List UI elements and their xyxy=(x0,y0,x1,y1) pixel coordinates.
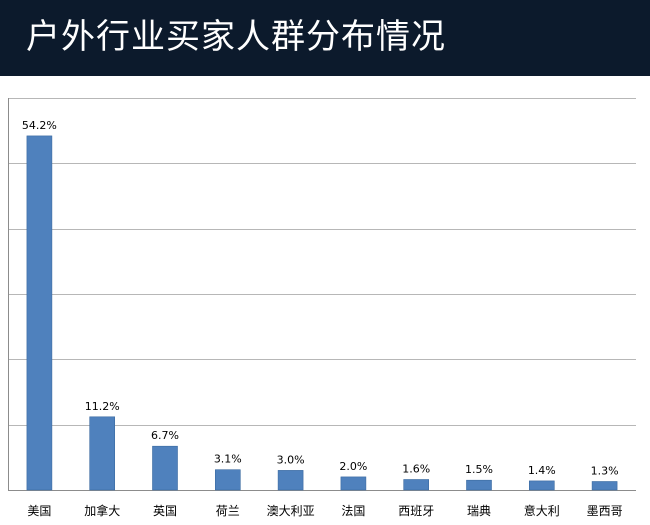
bar-chart: 54.2% 11.2% 6.7% 3.1% 3.0% 2.0% 1.6% 1.5% 1.4% 1.… xyxy=(8,98,636,518)
bars xyxy=(26,135,618,491)
bar xyxy=(591,481,618,491)
x-tick-label: 意大利 xyxy=(524,503,560,518)
bar xyxy=(89,416,115,491)
x-tick-label: 瑞典 xyxy=(467,504,491,518)
bar xyxy=(215,469,241,491)
bar xyxy=(152,445,178,491)
chart-area: 54.2% 11.2% 6.7% 3.1% 3.0% 2.0% 1.6% 1.5% 1.4% 1.… xyxy=(0,76,650,525)
data-label: 3.0% xyxy=(277,453,305,466)
data-label: 1.5% xyxy=(465,463,493,476)
x-tick-label: 英国 xyxy=(153,504,177,518)
bar xyxy=(528,480,555,491)
data-label: 1.4% xyxy=(528,464,556,477)
bar xyxy=(340,476,367,491)
header-banner: 户外行业买家人群分布情况 xyxy=(0,0,650,76)
data-labels: 54.2% 11.2% 6.7% 3.1% 3.0% 2.0% 1.6% 1.5% 1.4% 1.… xyxy=(22,119,619,478)
x-tick-label: 荷兰 xyxy=(216,504,240,518)
data-label: 1.3% xyxy=(591,465,619,478)
data-label: 2.0% xyxy=(339,460,367,473)
bar xyxy=(403,479,430,491)
bar xyxy=(466,479,492,491)
x-tick-label: 墨西哥 xyxy=(587,504,623,518)
x-axis-labels: 美国 加拿大 英国 荷兰 澳大利亚 法国 西班牙 瑞典 意大利 墨西哥 xyxy=(27,503,622,518)
page-title: 户外行业买家人群分布情况 xyxy=(26,17,446,57)
data-label: 1.6% xyxy=(402,463,430,476)
bar xyxy=(277,470,304,491)
x-tick-label: 加拿大 xyxy=(84,503,120,518)
data-label: 11.2% xyxy=(85,400,120,413)
x-tick-label: 美国 xyxy=(27,504,51,518)
bar xyxy=(26,135,53,491)
x-tick-label: 澳大利亚 xyxy=(267,504,315,518)
data-label: 6.7% xyxy=(151,429,179,442)
x-tick-label: 法国 xyxy=(341,504,365,518)
x-tick-label: 西班牙 xyxy=(398,504,434,518)
data-label: 3.1% xyxy=(214,453,242,466)
data-label: 54.2% xyxy=(22,119,57,132)
